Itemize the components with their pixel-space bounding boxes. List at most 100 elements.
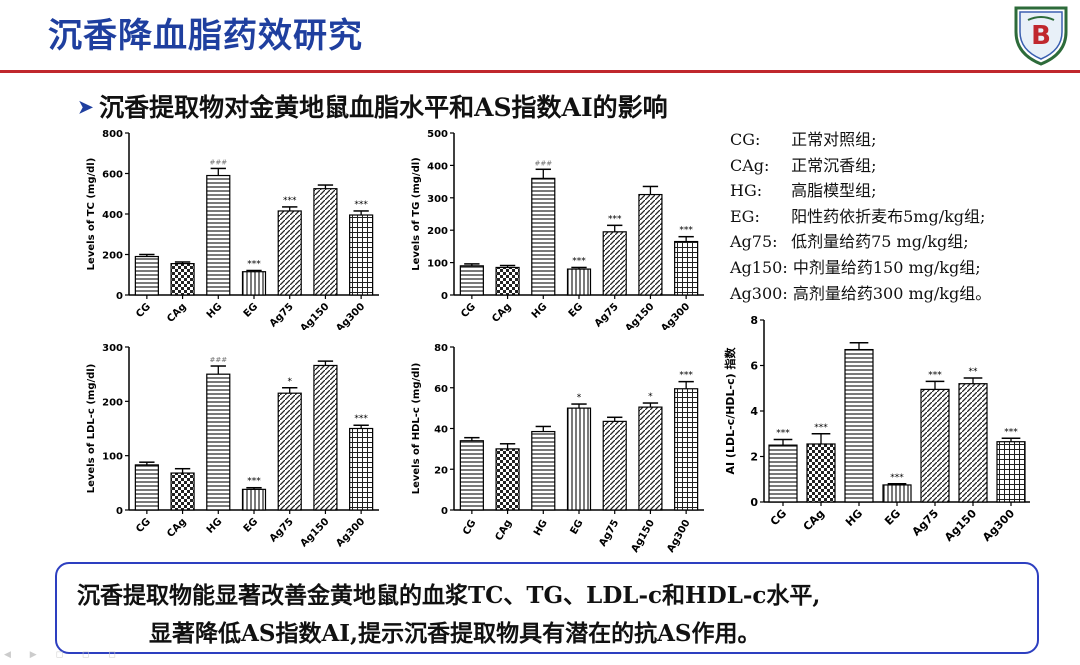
conclusion-line-1: 沉香提取物能显著改善金黄地鼠的血浆TC、TG、LDL-c和HDL-c水平, [77,582,821,609]
x-tick-label: CG [134,516,153,535]
significance-label: *** [247,477,261,487]
university-logo: B [1014,6,1068,66]
y-tick-label: 2 [750,451,758,464]
tc-bar-chart: 0 200 400 600 800 Levels of TC (mg/dl) CG CAg ##… [86,129,379,330]
bar-Ag75 [602,231,627,296]
y-tick-label: 400 [102,210,123,221]
x-tick-label: CG [461,518,478,537]
y-tick-label: 100 [102,452,123,463]
x-tick-label: HG [205,516,225,536]
y-tick-label: 200 [427,226,448,237]
y-tick-label: 4 [750,405,758,418]
legend-item: Ag75: 低剂量给药75 mg/kg组; [730,232,969,252]
x-tick-label: CAg [801,507,827,533]
significance-label: * [287,377,292,387]
legend-item: Ag300: 高剂量给药300 mg/kg组。 [730,283,992,303]
x-tick-label: CAg [494,518,515,543]
y-tick-label: 600 [102,170,123,181]
x-tick-label: CG [768,507,789,528]
y-tick-label: 20 [434,465,448,476]
bar-Ag75 [277,210,302,296]
legend-item: CAg: 正常沉香组; [730,155,877,175]
x-tick-label: Ag75 [268,516,296,544]
x-tick-label: Ag150 [298,301,331,330]
x-tick-label: HG [205,301,225,321]
y-tick-label: 0 [116,506,123,517]
bar-Ag300 [674,388,699,511]
significance-label: *** [1004,427,1018,437]
x-tick-label: Ag75 [593,301,621,329]
y-tick-label: 800 [102,129,123,140]
x-tick-label: CG [134,301,153,320]
bar-CAg [170,263,195,296]
x-tick-label: Ag150 [630,518,657,555]
significance-label: ** [969,367,979,377]
y-tick-label: 8 [750,314,758,327]
significance-label: * [648,392,653,402]
bar-Ag150 [313,188,338,296]
bar-CG [134,255,159,296]
conclusion-box: 沉香提取物能显著改善金黄地鼠的血浆TC、TG、LDL-c和HDL-c水平, 显著… [55,562,1039,654]
subtitle-text: 沉香提取物对金黄地鼠血脂水平和AS指数AI的影响 [99,93,668,122]
legend-item: HG: 高脂模型组; [730,181,877,201]
conclusion-line-2: 显著降低AS指数AI,提示沉香提取物具有潜在的抗AS作用。 [149,620,761,647]
bar-Ag300 [996,441,1026,503]
bar-HG [531,430,556,511]
x-tick-label: HG [532,518,550,538]
x-tick-label: Ag150 [623,301,656,330]
legend-item: EG: 阳性药依折麦布5mg/kg组; [730,206,986,226]
y-tick-label: 400 [427,161,448,172]
x-tick-label: EG [242,516,260,534]
bar-Ag150 [638,193,663,296]
x-tick-label: Ag300 [665,518,692,555]
x-tick-label: Ag300 [334,516,367,549]
x-tick-label: HG [843,507,865,529]
y-tick-label: 60 [434,384,448,395]
y-tick-label: 0 [750,496,758,509]
title-divider [0,70,1080,73]
bar-CAg [495,266,520,296]
bar-CG [459,265,484,296]
bar-EG [241,488,267,511]
significance-label: *** [354,200,368,210]
significance-label: *** [247,259,261,269]
y-tick-label: 200 [102,251,123,262]
x-tick-label: CG [459,301,478,320]
significance-label: *** [679,371,693,381]
x-tick-label: Ag300 [334,301,367,330]
bar-Ag300 [349,427,374,511]
legend-item: Ag150: 中剂量给药150 mg/kg组; [730,257,981,277]
y-axis-label: AI (LDL-c/HDL-c) 指数 [723,347,737,475]
bar-EG [566,407,592,511]
slide-nav-icons[interactable]: ◀ ▶ ◻ ◻ ◻ [4,650,124,660]
x-tick-label: EG [242,301,260,319]
significance-label: ### [534,159,552,167]
x-tick-label: CAg [490,301,514,325]
bar-EG [566,268,592,296]
y-tick-label: 0 [116,291,123,302]
x-tick-label: Ag75 [597,518,621,548]
bar-Ag150 [958,383,988,503]
significance-label: *** [928,370,942,380]
ldl-bar-chart: 0 100 200 300 Levels of LDL-c (mg/dl) CG CAg ##… [86,343,379,549]
bar-Ag150 [313,364,338,511]
bar-Ag75 [277,392,302,511]
bar-CG [134,464,159,511]
tg-bar-chart: 0 100 200 300 400 500 Levels of TG (mg/dl) CG CA… [411,129,704,330]
x-tick-label: EG [567,301,585,319]
x-tick-label: EG [569,518,586,537]
bar-HG [844,348,874,503]
x-tick-label: HG [530,301,550,321]
significance-label: ### [209,356,227,364]
bar-CAg [806,443,836,503]
bar-CG [459,440,484,511]
bar-Ag75 [920,388,950,503]
y-tick-label: 80 [434,343,448,354]
x-tick-label: Ag150 [298,516,331,549]
y-axis-label: Levels of TG (mg/dl) [411,157,422,271]
y-tick-label: 6 [750,360,758,373]
bar-Ag300 [349,214,374,296]
bar-Ag300 [674,240,699,296]
hdl-bar-chart: 0 20 40 60 80 Levels of HDL-c (mg/dl) CG CAg HG *… [411,343,704,555]
